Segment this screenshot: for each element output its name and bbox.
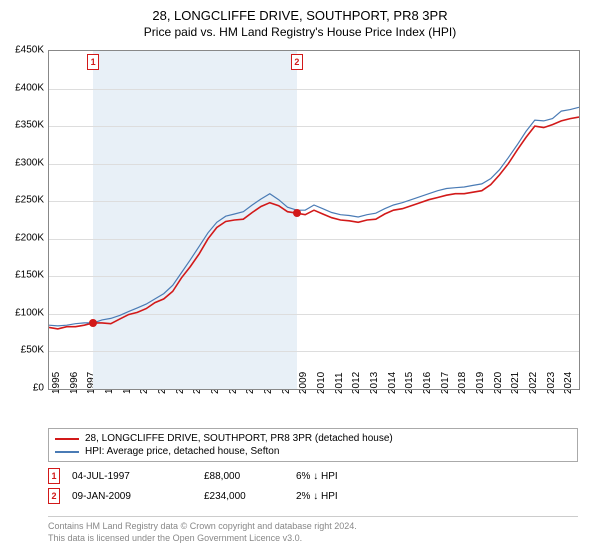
chart-title: 28, LONGCLIFFE DRIVE, SOUTHPORT, PR8 3PR — [0, 0, 600, 23]
transaction-dot — [293, 209, 301, 217]
transaction-marker: 2 — [48, 488, 60, 504]
y-tick-label: £100K — [4, 307, 44, 318]
y-tick-label: £450K — [4, 45, 44, 56]
legend-label: HPI: Average price, detached house, Seft… — [85, 446, 279, 457]
transaction-marker: 1 — [48, 468, 60, 484]
transaction-date: 09-JAN-2009 — [72, 491, 192, 502]
series-line — [49, 107, 579, 326]
legend-item: HPI: Average price, detached house, Seft… — [55, 445, 571, 458]
y-tick-label: £150K — [4, 270, 44, 281]
y-tick-label: £50K — [4, 345, 44, 356]
transaction-row: 1 04-JUL-1997 £88,000 6% ↓ HPI — [48, 466, 578, 486]
series-line — [49, 117, 579, 329]
legend-item: 28, LONGCLIFFE DRIVE, SOUTHPORT, PR8 3PR… — [55, 432, 571, 445]
transaction-dot — [89, 319, 97, 327]
transaction-row: 2 09-JAN-2009 £234,000 2% ↓ HPI — [48, 486, 578, 506]
plot-area: 12 — [48, 50, 580, 390]
transaction-price: £88,000 — [204, 471, 284, 482]
transaction-table: 1 04-JUL-1997 £88,000 6% ↓ HPI 2 09-JAN-2009 £… — [48, 466, 578, 506]
y-tick-label: £350K — [4, 120, 44, 131]
transaction-delta: 2% ↓ HPI — [296, 491, 376, 502]
y-tick-label: £400K — [4, 82, 44, 93]
transaction-date: 04-JUL-1997 — [72, 471, 192, 482]
legend-label: 28, LONGCLIFFE DRIVE, SOUTHPORT, PR8 3PR… — [85, 433, 393, 444]
y-tick-label: £300K — [4, 157, 44, 168]
footer-text: Contains HM Land Registry data © Crown c… — [48, 516, 578, 544]
y-tick-label: £250K — [4, 195, 44, 206]
transaction-delta: 6% ↓ HPI — [296, 471, 376, 482]
y-tick-label: £200K — [4, 232, 44, 243]
transaction-price: £234,000 — [204, 491, 284, 502]
y-tick-label: £0 — [4, 383, 44, 394]
chart-subtitle: Price paid vs. HM Land Registry's House … — [0, 25, 600, 39]
legend: 28, LONGCLIFFE DRIVE, SOUTHPORT, PR8 3PR… — [48, 428, 578, 462]
